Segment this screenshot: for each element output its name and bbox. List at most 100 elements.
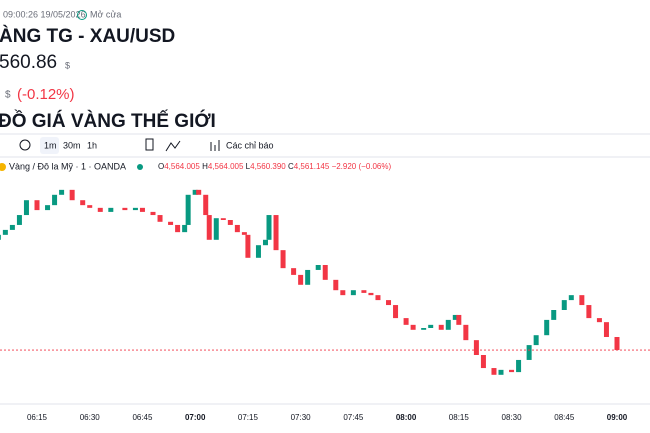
candle-body xyxy=(185,194,191,225)
candle-body xyxy=(291,268,297,275)
candle-body xyxy=(206,215,212,240)
candle-body xyxy=(322,265,328,280)
interval[interactable]: 30m xyxy=(63,140,81,150)
candle-body xyxy=(227,220,233,225)
candle-body xyxy=(393,305,399,319)
candle-body xyxy=(603,322,609,337)
h: 4,564.005 xyxy=(208,162,244,171)
candle-body xyxy=(544,319,550,336)
status-icon xyxy=(77,10,87,20)
candle-body xyxy=(473,340,479,355)
indicator-icon[interactable] xyxy=(210,140,220,151)
candle-body xyxy=(2,229,8,235)
x-tick-label: 07:15 xyxy=(238,413,259,422)
candle-body xyxy=(298,274,304,285)
candle-body xyxy=(122,207,128,211)
candle-body xyxy=(561,300,567,310)
candle-body xyxy=(350,290,356,296)
candle-body xyxy=(438,324,444,330)
interval[interactable]: 1m xyxy=(44,140,57,150)
section-title: ĐỒ GIÁ VÀNG THẾ GIỚI xyxy=(0,110,216,132)
candle-body xyxy=(614,337,620,351)
legend-change: −2.920 (−0.06%) xyxy=(332,162,392,171)
candle-body xyxy=(87,205,93,208)
candle-body xyxy=(213,218,219,240)
candle-body xyxy=(69,189,75,201)
candle-body xyxy=(203,194,209,216)
x-tick-label: 07:00 xyxy=(185,413,206,422)
candle-body xyxy=(305,269,311,285)
candle-body xyxy=(516,359,522,373)
price-unit: $ xyxy=(65,60,70,70)
x-tick-label: 06:30 xyxy=(80,413,101,422)
candle-body xyxy=(220,218,226,220)
candle-body xyxy=(175,224,181,233)
candle-body xyxy=(480,355,486,369)
candle-body xyxy=(361,290,367,293)
x-tick-label: 08:30 xyxy=(502,413,523,422)
candle-body xyxy=(333,279,339,291)
compare-icon[interactable] xyxy=(165,140,181,152)
indicators[interactable]: Các chỉ báo xyxy=(226,140,274,150)
c: 4,561.145 xyxy=(294,162,330,171)
candle-body xyxy=(596,318,602,323)
title: ÀNG TG - XAU/USD xyxy=(0,25,175,47)
o-label: O xyxy=(158,162,164,171)
candle-body xyxy=(52,194,58,206)
candle-body xyxy=(234,224,240,233)
candle-body xyxy=(245,234,251,258)
candle-body xyxy=(368,292,374,296)
candle-body xyxy=(509,369,515,373)
status: Mở cửa xyxy=(90,9,121,19)
candle-body xyxy=(255,245,261,258)
interval-selected[interactable] xyxy=(40,137,59,154)
candle-body xyxy=(551,310,557,320)
candle-body xyxy=(157,215,163,222)
x-tick-label: 06:15 xyxy=(27,413,48,422)
l: 4,560.390 xyxy=(250,162,286,171)
ohlc: O4,564.005 H4,564.005 L4,560.390 C4,561.… xyxy=(158,162,391,171)
candle-body xyxy=(182,224,188,233)
candle-body xyxy=(108,207,114,212)
interval[interactable]: 1h xyxy=(87,140,97,150)
candle-body xyxy=(579,295,585,306)
candle-body xyxy=(456,314,462,325)
candle-body xyxy=(80,200,86,206)
l-label: L xyxy=(246,162,251,171)
change: (-0.12%) xyxy=(17,86,75,103)
candle-body xyxy=(526,345,532,360)
candle-body xyxy=(262,239,268,246)
candle-body xyxy=(196,189,202,195)
candle-body xyxy=(533,335,539,346)
market-dot xyxy=(137,164,143,170)
price: 560.86 xyxy=(0,52,57,73)
candle-body xyxy=(498,369,504,375)
candle-body xyxy=(168,221,174,225)
candle-body xyxy=(45,205,51,211)
legend-symbol: Vàng / Đô la Mỹ · 1 · OANDA xyxy=(9,161,126,171)
candle-body xyxy=(428,324,434,328)
candle-body xyxy=(386,300,392,306)
candle-body xyxy=(375,295,381,301)
add-symbol[interactable] xyxy=(19,139,31,151)
chart-type-icon[interactable] xyxy=(145,138,154,151)
change-unit: $ xyxy=(5,90,11,101)
x-tick-label: 08:15 xyxy=(449,413,470,422)
candle-body xyxy=(34,200,40,211)
candle-body xyxy=(192,189,198,195)
candle-body xyxy=(23,200,29,216)
candle-body xyxy=(0,234,1,240)
candle-body xyxy=(586,305,592,319)
x-tick-label: 07:45 xyxy=(343,413,364,422)
candle-body xyxy=(568,295,574,301)
timestamp: 09:00:26 19/05/2026 xyxy=(3,9,86,19)
candle-body xyxy=(280,250,286,269)
candle-body xyxy=(59,189,65,195)
c-label: C xyxy=(288,162,294,171)
candle-body xyxy=(9,224,15,230)
candle-body xyxy=(150,211,156,216)
candle-body xyxy=(463,324,469,341)
candle-body xyxy=(266,215,272,240)
